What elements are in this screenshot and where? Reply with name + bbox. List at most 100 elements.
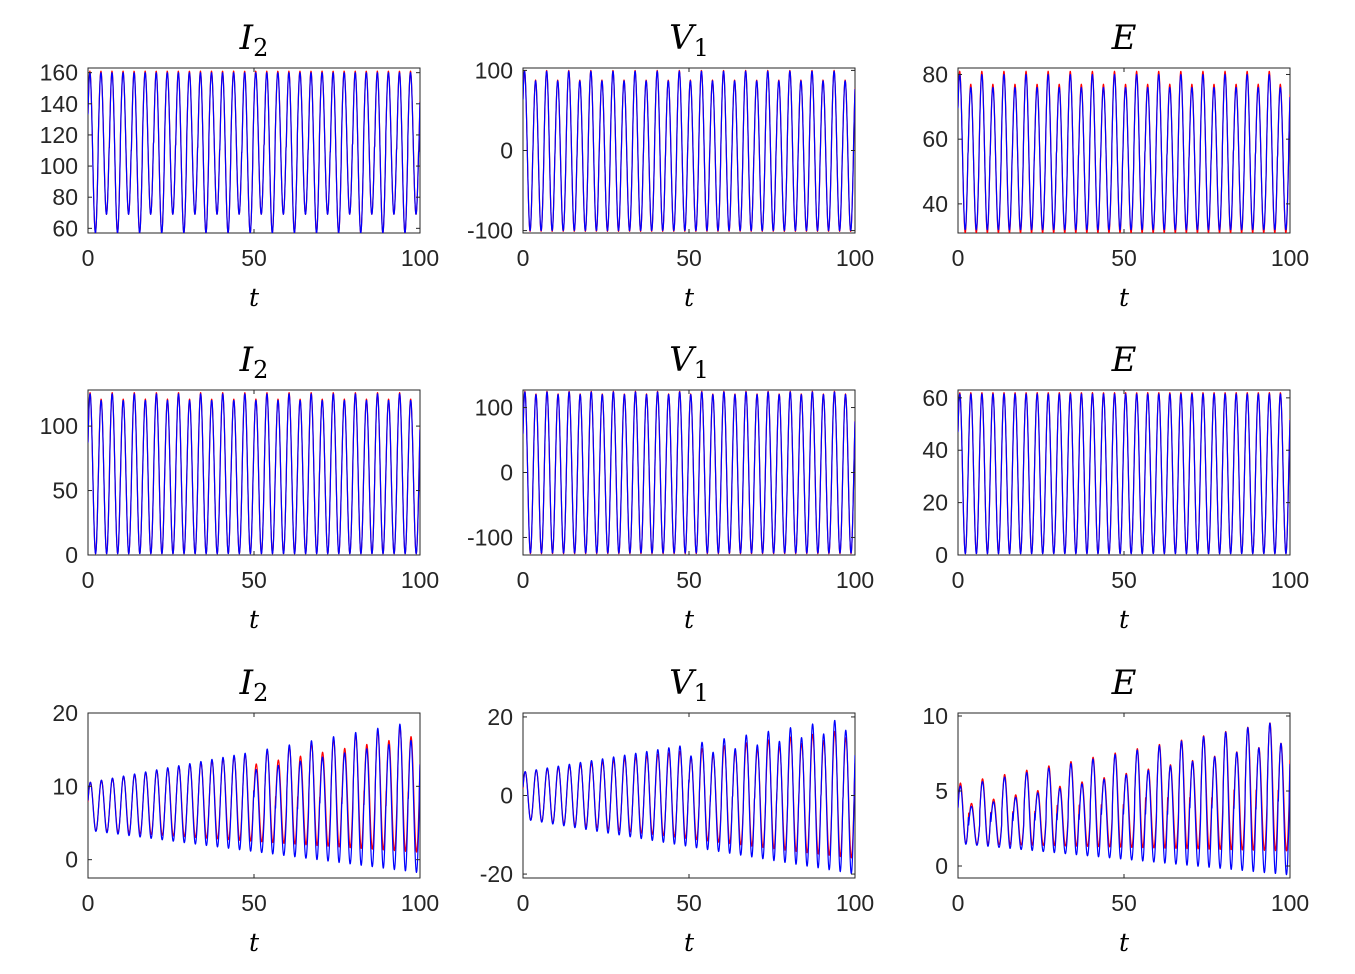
- panel-title: I2: [239, 663, 269, 707]
- y-tick-label: 0: [500, 783, 513, 809]
- x-axis-label: t: [249, 283, 260, 312]
- x-tick-label: 100: [1271, 567, 1309, 593]
- x-tick-label: 0: [82, 890, 95, 916]
- y-tick-label: 0: [500, 460, 513, 486]
- x-tick-label: 50: [241, 567, 267, 593]
- x-axis-label: t: [684, 283, 695, 312]
- x-axis-label: t: [1119, 283, 1130, 312]
- x-tick-label: 0: [82, 567, 95, 593]
- x-tick-label: 50: [241, 245, 267, 271]
- panel-7: 0 50 100 0 10 20 I2 t: [52, 663, 439, 957]
- y-tick-label: 0: [935, 853, 948, 879]
- panel-3: 0 50 100 40 60 80 Et: [922, 18, 1309, 312]
- y-tick-label: 5: [935, 778, 948, 804]
- x-tick-label: 50: [676, 245, 702, 271]
- panel-title-subscript: 2: [253, 34, 268, 62]
- y-tick-label: 20: [52, 700, 78, 726]
- y-tick-label: 80: [52, 184, 78, 210]
- x-tick-label: 100: [401, 890, 439, 916]
- x-tick-label: 50: [1111, 890, 1137, 916]
- y-tick-label: 10: [922, 703, 948, 729]
- panel-title-main: V: [669, 663, 697, 703]
- y-tick-label: 60: [922, 126, 948, 152]
- panel-title-main: I: [239, 663, 254, 703]
- y-tick-label: 0: [65, 847, 78, 873]
- x-tick-label: 100: [836, 890, 874, 916]
- panel-title-main: V: [669, 18, 697, 58]
- panel-title-subscript: 2: [253, 679, 268, 707]
- panel-6: 0 50 100 0 20 40 60 Et: [922, 340, 1309, 634]
- axes-box: [522, 712, 856, 879]
- panel-title: V1: [669, 340, 709, 384]
- x-axis-label: t: [249, 605, 260, 634]
- series-line-blue: [523, 719, 855, 874]
- panel-1: 0 50 100 60 80 100 120 140 160 I2 t: [40, 18, 440, 312]
- y-tick-label: 60: [52, 215, 78, 241]
- y-tick-label: 100: [475, 57, 513, 83]
- panel-title: I2: [239, 18, 269, 62]
- panel-title-subscript: 1: [694, 356, 709, 384]
- y-tick-label: 60: [922, 385, 948, 411]
- y-tick-label: 140: [40, 91, 78, 117]
- x-tick-label: 0: [952, 890, 965, 916]
- panel-title-subscript: 1: [694, 679, 709, 707]
- y-tick-label: 100: [40, 153, 78, 179]
- y-tick-label: 80: [922, 61, 948, 87]
- x-axis-label: t: [1119, 928, 1130, 957]
- y-tick-label: 20: [487, 704, 513, 730]
- panel-title: E: [1111, 18, 1137, 58]
- series-line-blue: [88, 723, 420, 874]
- x-tick-label: 100: [401, 245, 439, 271]
- x-tick-label: 50: [241, 890, 267, 916]
- panel-title-main: E: [1111, 340, 1137, 380]
- series-line-blue: [88, 393, 420, 555]
- x-tick-label: 0: [952, 245, 965, 271]
- x-tick-label: 50: [1111, 245, 1137, 271]
- panel-title-main: I: [239, 340, 254, 380]
- x-tick-label: 100: [836, 567, 874, 593]
- y-tick-label: -100: [467, 218, 513, 244]
- x-axis-label: t: [249, 928, 260, 957]
- x-tick-label: 100: [1271, 890, 1309, 916]
- series-line-blue: [958, 393, 1290, 555]
- x-axis-label: t: [1119, 605, 1130, 634]
- y-tick-label: 100: [475, 395, 513, 421]
- y-tick-label: 120: [40, 122, 78, 148]
- panel-title-main: V: [669, 340, 697, 380]
- panel-title: V1: [669, 663, 709, 707]
- panel-title-subscript: 2: [253, 356, 268, 384]
- x-tick-label: 0: [82, 245, 95, 271]
- panel-title: E: [1111, 340, 1137, 380]
- x-tick-label: 0: [517, 890, 530, 916]
- x-tick-label: 100: [1271, 245, 1309, 271]
- series-line-blue: [958, 73, 1290, 231]
- y-tick-label: 160: [40, 60, 78, 86]
- panel-title: V1: [669, 18, 709, 62]
- x-tick-label: 0: [517, 567, 530, 593]
- y-tick-label: -100: [467, 524, 513, 550]
- y-tick-label: 40: [922, 191, 948, 217]
- y-tick-label: -20: [480, 861, 513, 887]
- y-tick-label: 10: [52, 773, 78, 799]
- x-tick-label: 100: [401, 567, 439, 593]
- series-line-blue: [958, 722, 1290, 876]
- x-tick-label: 50: [676, 567, 702, 593]
- y-tick-label: 0: [65, 542, 78, 568]
- y-tick-label: 0: [500, 138, 513, 164]
- panel-9: 0 50 100 0 5 10 Et: [922, 663, 1309, 957]
- x-tick-label: 50: [1111, 567, 1137, 593]
- x-tick-label: 0: [952, 567, 965, 593]
- x-tick-label: 50: [676, 890, 702, 916]
- y-tick-label: 20: [922, 490, 948, 516]
- x-tick-label: 100: [836, 245, 874, 271]
- y-tick-label: 0: [935, 542, 948, 568]
- series-line-blue: [523, 70, 855, 232]
- y-tick-label: 50: [52, 478, 78, 504]
- y-tick-label: 40: [922, 437, 948, 463]
- panel-title-main: E: [1111, 663, 1137, 703]
- panel-title-subscript: 1: [694, 34, 709, 62]
- panel-4: 0 50 100 0 50 100 I2 t: [40, 340, 440, 634]
